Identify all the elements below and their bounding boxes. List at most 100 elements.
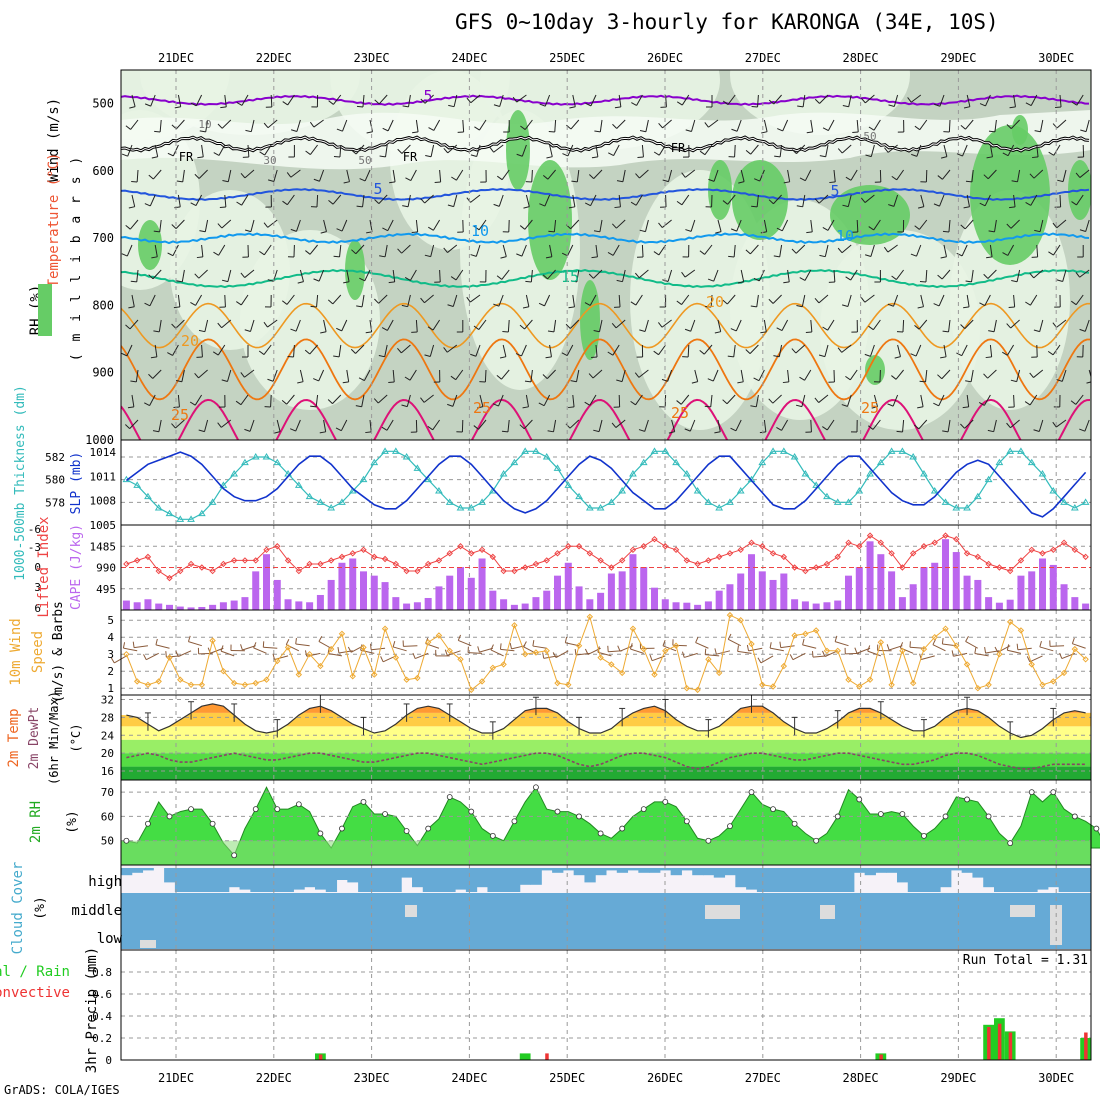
barb-feather xyxy=(565,637,566,643)
rh2m-marker xyxy=(512,819,517,824)
rh2m-marker xyxy=(706,838,711,843)
barb-feather xyxy=(614,207,620,208)
cloud-high-bar xyxy=(789,868,800,892)
barb-shaft xyxy=(903,320,904,332)
barb-shaft xyxy=(652,656,665,661)
cloud-high-bar xyxy=(865,868,876,875)
contour-label: FR xyxy=(179,150,194,164)
contour-label: 25 xyxy=(473,399,491,417)
cloud-high-bar xyxy=(962,868,973,873)
contour-label: 5 xyxy=(373,180,382,198)
cape-bar xyxy=(748,554,755,610)
barb-shaft xyxy=(857,220,858,232)
barb-shaft xyxy=(949,120,950,132)
cloud-high-bar xyxy=(347,868,358,882)
cape-bar xyxy=(274,580,281,610)
thickness-line xyxy=(126,451,1085,519)
cloud-high-bar xyxy=(972,868,983,878)
ylabel-rh-percent: (%) xyxy=(65,810,80,833)
barb-feather xyxy=(966,636,969,641)
cloud-high-bar xyxy=(541,868,552,870)
date-label-bottom: 21DEC xyxy=(158,1071,194,1085)
wind-barb xyxy=(319,636,331,648)
contour-label: FR xyxy=(403,150,418,164)
barb-feather xyxy=(728,634,731,639)
barb-shaft xyxy=(479,648,492,652)
barb-shaft xyxy=(263,647,277,648)
rh2m-marker xyxy=(1094,826,1099,831)
barb-shaft xyxy=(440,270,441,282)
barb-shaft xyxy=(1060,195,1061,207)
rh2m-marker xyxy=(943,814,948,819)
wind-barb xyxy=(371,644,386,650)
cloud-high-bar xyxy=(994,868,1005,892)
rh2m-marker xyxy=(361,799,366,804)
cloud-high-bar xyxy=(1005,868,1016,892)
precip-bars xyxy=(315,1018,1091,1060)
date-label-bottom: 25DEC xyxy=(549,1071,585,1085)
rh2m-marker xyxy=(835,814,840,819)
ylabel-cape: CAPE (J/kg) xyxy=(69,524,84,610)
rh-high-region xyxy=(580,280,600,360)
cape-bar xyxy=(1028,571,1035,610)
ylabel-temperature: Temperature (°C) xyxy=(46,153,62,288)
barb-shaft xyxy=(688,345,689,357)
barb-shaft xyxy=(933,645,946,651)
cape-bar xyxy=(1082,604,1089,610)
rh2m-marker xyxy=(900,812,905,817)
rh2m-marker xyxy=(167,814,172,819)
cape-bar xyxy=(338,563,345,610)
temp-band xyxy=(121,740,1091,753)
barb-feather xyxy=(197,257,203,258)
barb-feather xyxy=(305,650,306,656)
cape-bar xyxy=(123,601,130,610)
barb-feather xyxy=(1007,644,1008,650)
cape-bar xyxy=(856,567,863,610)
pressure-tick-label: 600 xyxy=(92,164,114,178)
barb-feather xyxy=(338,647,339,653)
barb-feather xyxy=(1017,644,1018,650)
cape-bar xyxy=(888,571,895,610)
ylabel-2m-temp: 2m Temp xyxy=(6,708,22,767)
contour-label: 10 xyxy=(471,222,489,240)
wind-barb xyxy=(263,641,277,648)
barb-feather xyxy=(812,651,813,657)
barb-shaft xyxy=(811,420,812,432)
cloud-high-bar xyxy=(908,868,919,892)
cloud-high-bar xyxy=(778,868,789,892)
barb-feather xyxy=(985,647,986,653)
barb-feather xyxy=(966,181,972,182)
cape-bar xyxy=(209,605,216,610)
barb-feather xyxy=(144,654,147,659)
cape-bar xyxy=(295,601,302,610)
ylabel-millibars: ( m i l l i b a r s ) xyxy=(69,155,84,361)
ylabel-celsius: (°C) xyxy=(69,724,83,753)
ylabel-3hr-precip: 3hr Precip (mm) xyxy=(84,947,100,1073)
cape-bar xyxy=(241,597,248,610)
barb-shaft xyxy=(403,646,417,647)
ylabel-minmax: (6hr Min/Max) xyxy=(47,691,61,785)
wind-barb xyxy=(758,656,773,663)
barb-feather xyxy=(738,645,739,651)
temp-tick-label: 28 xyxy=(101,711,114,724)
wind-barb xyxy=(296,638,310,646)
date-label-top: 27DEC xyxy=(745,51,781,65)
barb-feather xyxy=(413,653,415,659)
barb-shaft xyxy=(966,641,978,648)
barb-shaft xyxy=(296,644,310,646)
grads-credit: GrADS: COLA/IGES xyxy=(4,1083,120,1097)
date-label-top: 28DEC xyxy=(843,51,879,65)
date-label-top: 29DEC xyxy=(940,51,976,65)
rh2m-marker xyxy=(447,795,452,800)
barb-feather xyxy=(780,642,781,648)
barb-feather xyxy=(942,638,943,644)
rh2m-marker xyxy=(275,807,280,812)
barb-feather xyxy=(715,648,716,654)
cape-bar xyxy=(597,593,604,610)
cloud-high-bar xyxy=(714,868,725,878)
barb-feather xyxy=(920,381,926,382)
cape-bar xyxy=(231,601,238,610)
barb-feather xyxy=(1032,157,1038,158)
cape-tick-label: 1485 xyxy=(90,540,117,553)
